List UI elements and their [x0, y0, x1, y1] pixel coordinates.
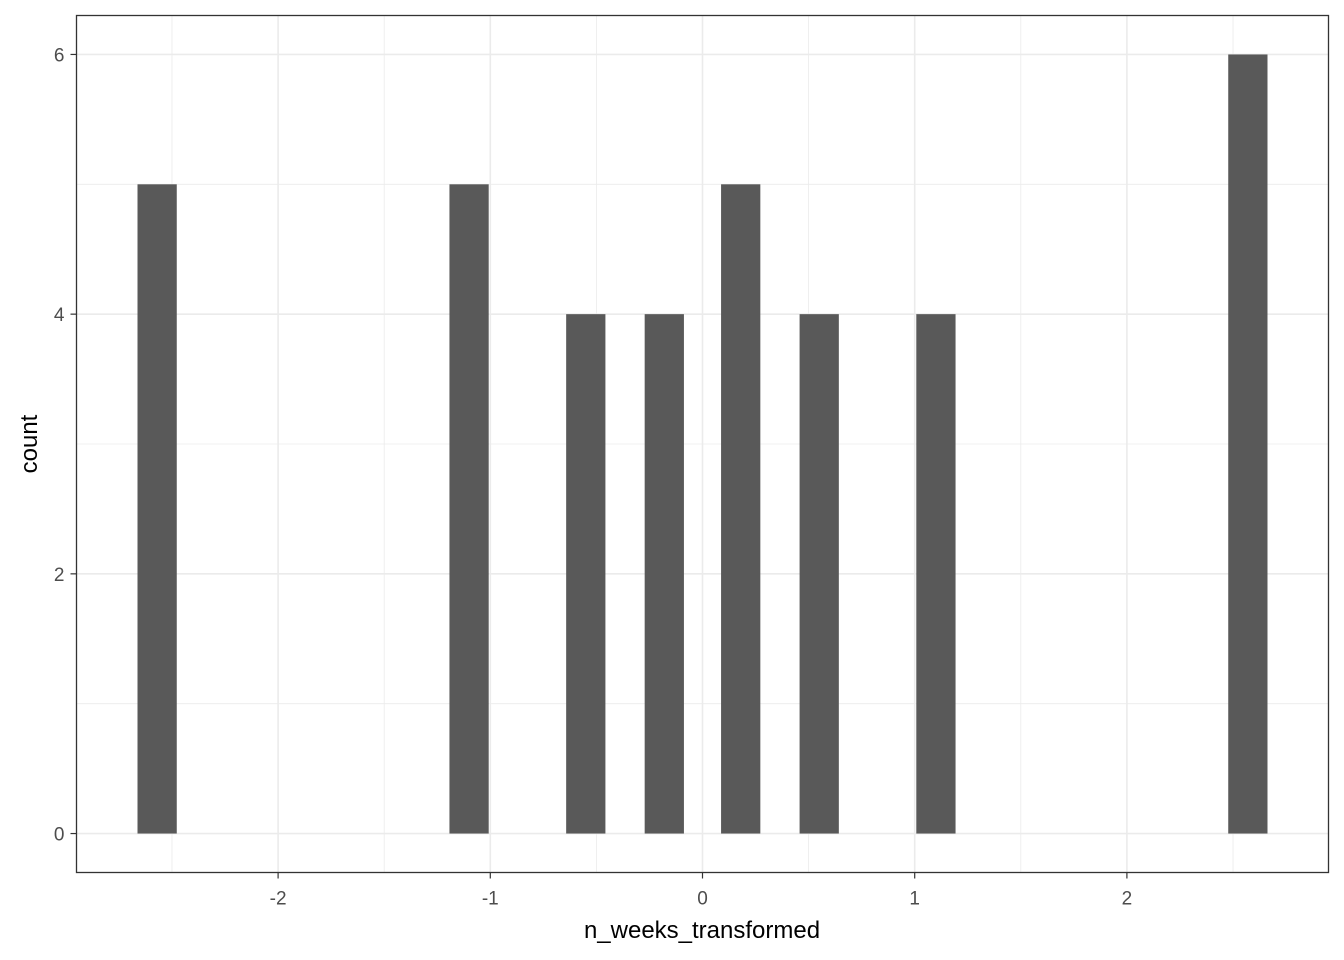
histogram-bar: [916, 314, 956, 834]
y-tick-label: 6: [54, 45, 65, 66]
x-tick-label: -2: [270, 889, 287, 910]
y-tick-label: 2: [54, 565, 65, 586]
x-axis-title: n_weeks_transformed: [584, 917, 820, 944]
y-axis-title: count: [16, 414, 43, 473]
histogram-bar: [137, 184, 177, 834]
histogram-bar: [644, 314, 684, 834]
y-axis: 0 2 4 6: [54, 45, 77, 846]
histogram-bar: [721, 184, 761, 834]
x-axis: -2 -1 0 1 2: [270, 872, 1133, 910]
histogram-bar: [799, 314, 839, 834]
y-tick-label: 4: [54, 305, 65, 326]
histogram-bar: [566, 314, 606, 834]
x-tick-label: 2: [1122, 889, 1133, 910]
y-tick-label: 0: [54, 825, 65, 846]
x-tick-label: 0: [697, 889, 708, 910]
histogram-bar: [449, 184, 489, 834]
histogram-bars: [137, 54, 1268, 834]
x-tick-label: 1: [909, 889, 920, 910]
x-tick-label: -1: [482, 889, 499, 910]
histogram-bar: [1228, 54, 1268, 834]
grid-lines: [76, 15, 1329, 873]
